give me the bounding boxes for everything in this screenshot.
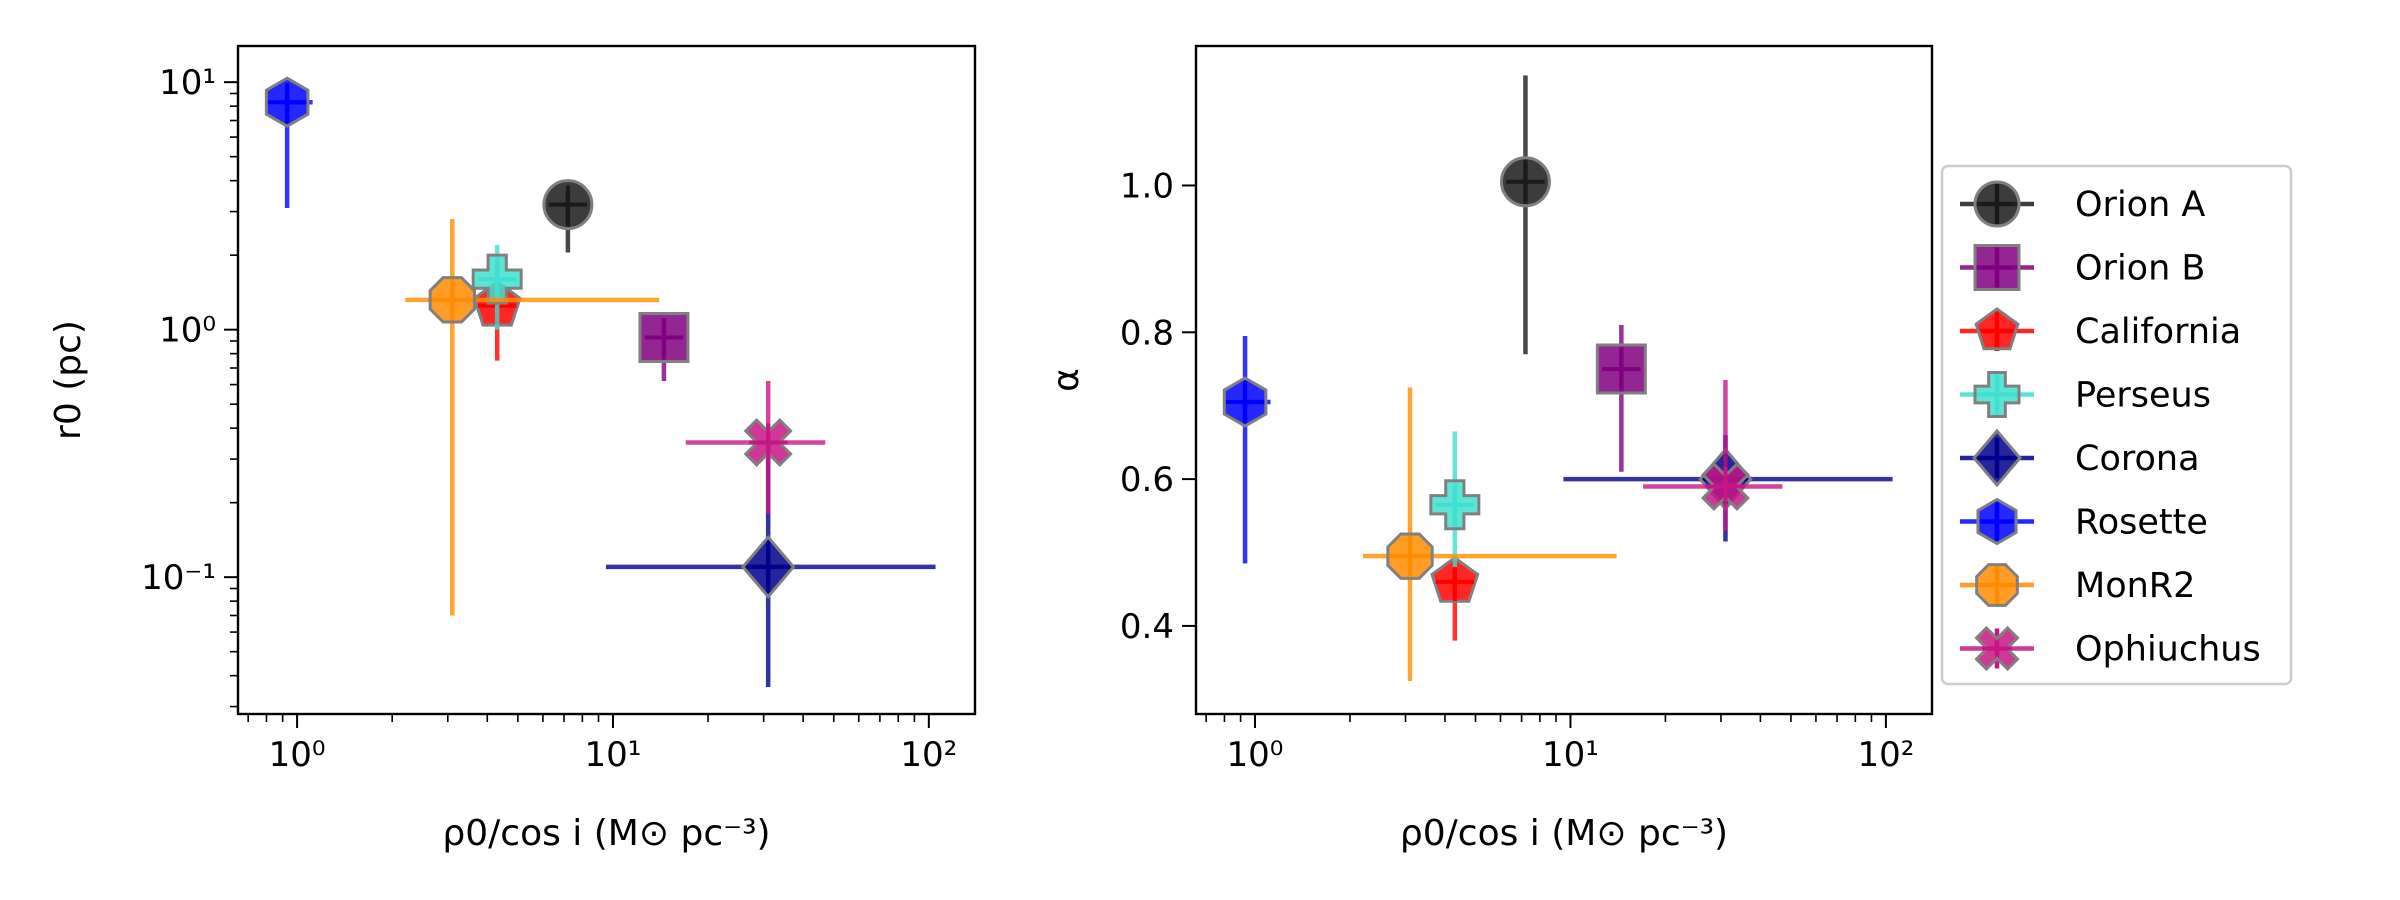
legend-entry-rosette: Rosette [1960, 497, 2208, 546]
series-perseus [471, 244, 523, 330]
legend-entry-ophiuchus: Ophiuchus [1960, 625, 2261, 672]
y-tick-label: 0.4 [1120, 607, 1174, 647]
y-axis-label: α [1046, 368, 1087, 392]
x-tick-label: 10⁰ [269, 735, 326, 775]
series-perseus [1429, 431, 1481, 568]
series-rosette [264, 76, 313, 209]
x-axis-label: ρ0/cos i (M⊙ pc⁻³) [1400, 813, 1728, 854]
legend-entry-corona: Corona [1960, 428, 2200, 488]
legend: Orion A Orion B California Perseus Corona Ros… [1940, 164, 2293, 686]
legend-box [1940, 164, 2293, 686]
series-corona [605, 452, 936, 687]
series-ophiuchus [1643, 380, 1783, 531]
series-ophiuchus [685, 381, 826, 514]
legend-label: Orion B [2075, 249, 2205, 289]
legend-label: Corona [2075, 439, 2200, 479]
legend-label: Orion A [2075, 185, 2205, 225]
legend-entry-perseus: Perseus [1960, 371, 2211, 418]
panel-alpha-vs-density: 10⁰ 10¹ 10² 0.4 0.6 0.8 1.0 ρ0/cos i (M⊙ pc⁻³) α [1046, 44, 1934, 854]
x-tick-label: 10² [900, 735, 957, 775]
y-tick-label: 0.8 [1120, 313, 1174, 353]
legend-entry-orion-b: Orion B [1960, 244, 2205, 291]
legend-entry-monr2: MonR2 [1960, 563, 2195, 607]
x-axis-label: ρ0/cos i (M⊙ pc⁻³) [442, 813, 770, 854]
y-tick-label: 10¹ [159, 63, 216, 103]
series-california [1430, 556, 1480, 641]
series-rosette [1222, 335, 1271, 564]
x-tick-label: 10¹ [585, 735, 642, 775]
legend-label: Rosette [2075, 503, 2208, 543]
y-tick-label: 0.6 [1120, 460, 1174, 500]
y-tick-label: 10⁻¹ [141, 558, 216, 598]
series-orion-b [1595, 324, 1647, 472]
series-monr2 [405, 218, 660, 616]
legend-entry-california: California [1960, 307, 2241, 352]
legend-label: MonR2 [2075, 566, 2195, 606]
y-tick-label: 10⁰ [159, 311, 216, 351]
legend-entry-orion-a: Orion A [1960, 180, 2205, 228]
x-tick-label: 10¹ [1542, 735, 1599, 775]
axes-frame [1194, 44, 1934, 716]
axes-frame [236, 44, 977, 716]
series-orion-a [1499, 75, 1551, 355]
y-tick-label: 1.0 [1120, 166, 1174, 206]
legend-marker-california [1974, 307, 2020, 351]
legend-label: Ophiuchus [2075, 630, 2261, 670]
y-axis-label: r0 (pc) [48, 320, 89, 440]
series-orion-a [542, 179, 594, 253]
x-tick-label: 10² [1857, 735, 1914, 775]
x-tick-label: 10⁰ [1227, 735, 1284, 775]
legend-label: California [2075, 312, 2241, 352]
series-orion-b [638, 311, 690, 382]
series-monr2 [1363, 387, 1617, 681]
panel-r0-vs-density: 10⁰ 10¹ 10² 10⁻¹ 10⁰ 10¹ ρ0/cos i (M⊙ pc⁻³) r0 … [48, 44, 977, 854]
legend-label: Perseus [2075, 376, 2211, 416]
